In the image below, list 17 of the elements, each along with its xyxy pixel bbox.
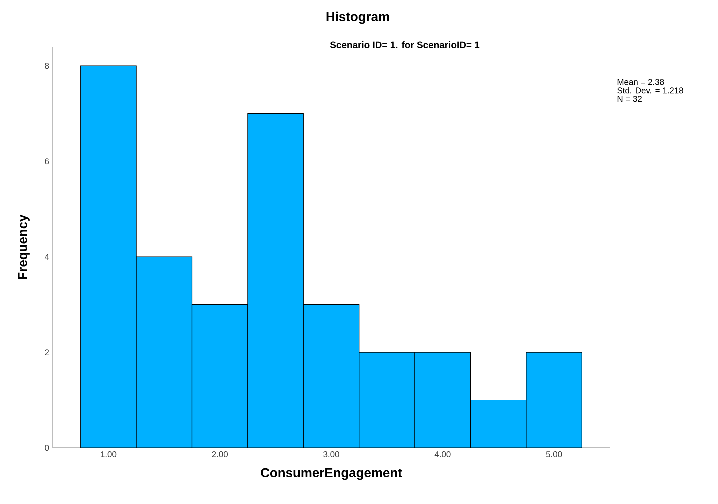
y-tick-label: 6 [45, 158, 50, 165]
y-tick-label: 2 [45, 350, 50, 356]
y-tick-label: 4 [44, 254, 50, 260]
y-axis-title: Frequency [18, 214, 30, 280]
x-tick-label: 5.00 [546, 452, 562, 458]
x-tick-label: 3.00 [324, 452, 340, 458]
y-tick-label: 8 [45, 63, 50, 70]
x-tick-label: 4.00 [434, 452, 451, 458]
x-axis-title: ConsumerEngagement [261, 468, 402, 480]
text: Std. Dev. = 1.218 [618, 87, 684, 94]
y-tick-label: 0 [45, 445, 50, 451]
text: Mean = 2.38 [618, 79, 664, 86]
text: N = 32 [618, 96, 642, 102]
x-tick-label: 2.00 [212, 452, 228, 458]
chart-subtitle: Scenario ID= 1. for ScenarioID= 1 [330, 42, 480, 48]
chart-title: Histogram [326, 12, 390, 24]
x-tick-label: 1.00 [101, 452, 117, 458]
